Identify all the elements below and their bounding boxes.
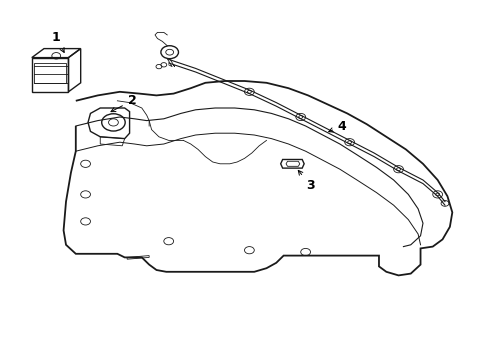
Text: 4: 4 [328,120,346,132]
Text: 3: 3 [298,170,314,192]
Text: 1: 1 [52,31,64,53]
Text: 2: 2 [111,94,136,112]
